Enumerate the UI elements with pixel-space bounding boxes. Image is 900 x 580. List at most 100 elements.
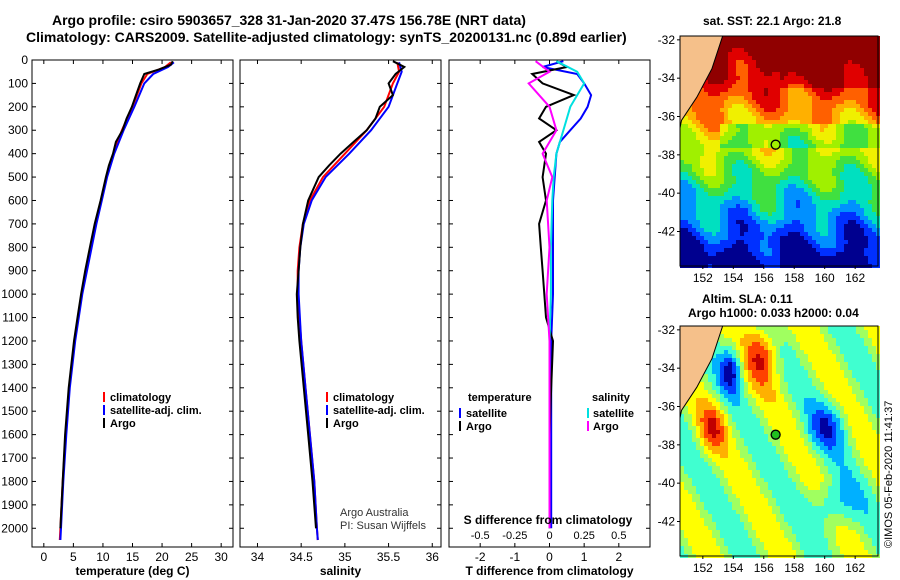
sst-map-xtick-label: 160 [815, 271, 835, 285]
y-tick-label: 2000 [1, 521, 28, 535]
sla-map-argo-marker [770, 429, 781, 440]
y-tick-label: 100 [8, 76, 28, 90]
y-tick-label: 300 [8, 123, 28, 137]
y-tick-label: 400 [8, 147, 28, 161]
temperature-profile-frame [31, 59, 234, 548]
temperature-profile-xtick-label: 30 [214, 550, 228, 564]
sst-map-ytick-label: -32 [658, 33, 676, 47]
y-tick-label: 500 [8, 170, 28, 184]
imos-stamp: ©IMOS 05-Feb-2020 11:41:37 [883, 400, 895, 548]
y-tick-label: 200 [8, 100, 28, 114]
temperature-profile-xtick-label: 15 [126, 550, 140, 564]
sst-map-argo-marker [770, 139, 781, 150]
y-tick-label: 1500 [1, 404, 28, 418]
diff-s-tick-label: 0.5 [611, 530, 626, 542]
sst-map-ytick-label: -40 [658, 186, 676, 200]
sla-map-ytick-label: -38 [658, 438, 676, 452]
sst-map-xtick-label: 152 [693, 271, 713, 285]
y-tick-label: 1200 [1, 334, 28, 348]
annotation-institution: Argo Australia [340, 507, 409, 519]
sst-map-group [677, 35, 880, 269]
y-tick-label: 0 [21, 53, 28, 67]
diff-legend-label: satellite [593, 408, 634, 420]
diff-s-tick-label: -0.5 [471, 530, 490, 542]
sla-map-ytick-label: -32 [658, 323, 676, 337]
salinity-profile-frame [239, 59, 442, 548]
y-tick-label: 1300 [1, 357, 28, 371]
difference-profile-xtick-label: 2 [615, 550, 622, 564]
legend-label: Argo [333, 418, 359, 430]
sla-map-ytick-label: -34 [658, 361, 676, 375]
diff-legend-label: Argo [466, 421, 492, 433]
diff-legend-label: satellite [466, 408, 507, 420]
sst-map-xtick-label: 156 [754, 271, 774, 285]
temperature-profile-xtick-label: 20 [155, 550, 169, 564]
sla-map-ytick-label: -42 [658, 515, 676, 529]
sst-map-ytick-label: -42 [658, 225, 676, 239]
y-tick-label: 1700 [1, 451, 28, 465]
legend-label: satellite-adj. clim. [110, 405, 202, 417]
diff-legend-label: Argo [593, 421, 619, 433]
difference-profile-xtick-label: -1 [510, 550, 521, 564]
diff-legend-title-t: temperature [468, 392, 532, 404]
sst-map-ytick-label: -36 [658, 110, 676, 124]
difference-profile-xtick-label: -2 [475, 550, 486, 564]
sst-map-title: sat. SST: 22.1 Argo: 21.8 [703, 14, 842, 28]
sla-map-xtick-label: 162 [845, 561, 865, 575]
y-tick-label: 1000 [1, 287, 28, 301]
diff-s-label: S difference from climatology [464, 513, 633, 527]
temperature-profile-series-argo [59, 60, 174, 529]
sst-map-xtick-label: 158 [784, 271, 804, 285]
y-tick-label: 700 [8, 217, 28, 231]
salinity-profile-xtick-label: 34 [251, 550, 265, 564]
sla-map-xtick-label: 160 [815, 561, 835, 575]
salinity-profile-xtick-label: 36 [426, 550, 440, 564]
difference-profile-xlabel: T difference from climatology [465, 564, 633, 578]
y-tick-label: 1600 [1, 428, 28, 442]
sla-map-xtick-label: 154 [723, 561, 743, 575]
legend-label: satellite-adj. clim. [333, 405, 425, 417]
legend-label: climatology [333, 392, 395, 404]
temperature-profile-xlabel: temperature (deg C) [75, 564, 189, 578]
sla-map-frame [679, 325, 879, 557]
sst-map-xtick-label: 162 [845, 271, 865, 285]
temperature-profile-xtick-label: 25 [185, 550, 199, 564]
annotation-pi: PI: Susan Wijffels [340, 520, 426, 532]
sla-map-group [677, 325, 880, 559]
salinity-profile-xlabel: salinity [320, 564, 362, 578]
difference-profile-series-s-argo [527, 60, 558, 529]
sla-map-title-1: Altim. SLA: 0.11 [702, 292, 793, 306]
y-tick-label: 800 [8, 240, 28, 254]
sla-map-xtick-label: 156 [754, 561, 774, 575]
diff-legend-title-s: salinity [592, 392, 631, 404]
diff-s-tick-label: 0.25 [573, 530, 594, 542]
sla-map-xtick-label: 152 [693, 561, 713, 575]
salinity-profile-xtick-label: 35.5 [377, 550, 401, 564]
title-line-2: Climatology: CARS2009. Satellite-adjuste… [26, 29, 627, 45]
sla-map-xtick-label: 158 [784, 561, 804, 575]
y-tick-label: 1900 [1, 498, 28, 512]
legend-label: Argo [110, 418, 136, 430]
temperature-profile-xtick-label: 5 [70, 550, 77, 564]
temperature-profile-xtick-label: 10 [96, 550, 110, 564]
temperature-profile-xtick-label: 0 [40, 550, 47, 564]
diff-s-tick-label: -0.25 [502, 530, 527, 542]
sla-map-ytick-label: -36 [658, 400, 676, 414]
temperature-profile-series-satellite-adj-clim- [59, 61, 175, 541]
sst-map-ytick-label: -38 [658, 148, 676, 162]
sst-map-xtick-label: 154 [723, 271, 743, 285]
difference-profile-xtick-label: 1 [581, 550, 588, 564]
salinity-profile-xtick-label: 34.5 [289, 550, 313, 564]
title-line-1: Argo profile: csiro 5903657_328 31-Jan-2… [52, 12, 526, 28]
diff-s-tick-label: 0 [546, 530, 552, 542]
sla-map-ytick-label: -40 [658, 476, 676, 490]
sst-map-frame [679, 35, 879, 267]
difference-profile-series-t-argo [530, 60, 577, 529]
y-tick-label: 1800 [1, 474, 28, 488]
y-tick-label: 1400 [1, 381, 28, 395]
sst-map-ytick-label: -34 [658, 71, 676, 85]
difference-profile-xtick-label: 0 [546, 550, 553, 564]
salinity-profile-xtick-label: 35 [338, 550, 352, 564]
y-tick-label: 900 [8, 264, 28, 278]
